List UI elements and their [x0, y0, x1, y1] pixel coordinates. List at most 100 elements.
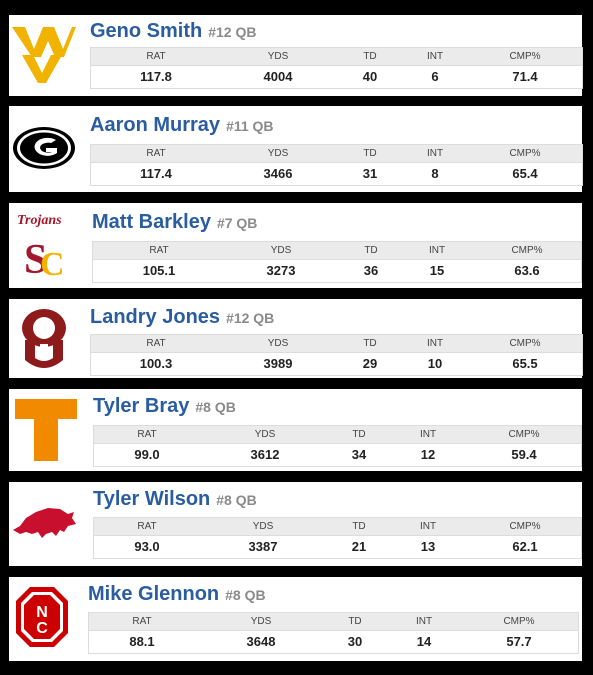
int-value: 6 — [431, 69, 439, 84]
cmp-value: 57.7 — [506, 634, 532, 649]
player-card: N C Mike Glennon #8 QB RAT YDS TD INT CMP… — [9, 577, 582, 661]
player-name: Tyler Bray — [93, 395, 190, 417]
rat-value: 99.0 — [134, 447, 160, 462]
yds-value: 3989 — [263, 356, 293, 371]
cmp-value: 65.4 — [512, 166, 538, 181]
int-value: 10 — [427, 356, 443, 371]
player-number: #7 QB — [216, 215, 258, 231]
stats-table: RAT YDS TD INT CMP% 88.1 3648 30 14 57.7 — [88, 612, 579, 654]
int-header: INT — [415, 616, 433, 627]
rat-header: RAT — [149, 245, 169, 256]
yds-value: 3612 — [250, 447, 280, 462]
rat-header: RAT — [146, 148, 166, 159]
georgia-logo — [9, 106, 89, 192]
rat-header: RAT — [146, 338, 166, 349]
cmp-header: CMP% — [503, 616, 535, 627]
cmp-header: CMP% — [509, 521, 541, 532]
rat-value: 117.8 — [140, 69, 172, 84]
stats-table: RAT YDS TD INT CMP% 93.0 3387 21 13 62.1 — [93, 517, 582, 559]
yds-value: 3648 — [246, 634, 276, 649]
rat-header: RAT — [137, 521, 157, 532]
int-header: INT — [419, 429, 437, 440]
cmp-value: 71.4 — [512, 69, 538, 84]
rat-header: RAT — [137, 429, 157, 440]
cmp-value: 65.5 — [512, 356, 538, 371]
player-number: #12 QB — [208, 24, 257, 40]
td-header: TD — [363, 338, 377, 349]
cmp-value: 63.6 — [514, 263, 540, 278]
stats-table: RAT YDS TD INT CMP% 105.1 3273 36 15 63.… — [92, 241, 582, 283]
yds-header: YDS — [270, 245, 292, 256]
yds-header: YDS — [267, 148, 289, 159]
player-name: Aaron Murray — [90, 114, 221, 136]
td-header: TD — [363, 51, 377, 62]
rat-value: 105.1 — [142, 263, 176, 278]
stats-table: RAT YDS TD INT CMP% 117.4 3466 31 8 65.4 — [90, 144, 583, 186]
int-value: 12 — [420, 447, 436, 462]
td-value: 34 — [351, 447, 367, 462]
int-header: INT — [428, 245, 446, 256]
rat-header: RAT — [132, 616, 152, 627]
cmp-value: 59.4 — [511, 447, 537, 462]
cmp-header: CMP% — [509, 148, 541, 159]
cmp-value: 62.1 — [512, 539, 538, 554]
cmp-header: CMP% — [509, 51, 541, 62]
td-header: TD — [348, 616, 362, 627]
player-card: Tyler Wilson #8 QB RAT YDS TD INT CMP% 93… — [9, 482, 582, 566]
player-name: Tyler Wilson — [93, 488, 211, 510]
player-number: #8 QB — [216, 492, 257, 508]
yds-header: YDS — [254, 429, 276, 440]
cmp-header: CMP% — [511, 245, 543, 256]
td-value: 31 — [362, 166, 378, 181]
usc-logo: Trojans S C — [9, 203, 89, 288]
tennessee-logo — [9, 389, 89, 471]
player-name: Landry Jones — [90, 306, 221, 328]
int-header: INT — [419, 521, 437, 532]
yds-value: 4004 — [263, 69, 293, 84]
yds-header: YDS — [267, 338, 289, 349]
usc-logo-text: Trojans — [17, 213, 62, 228]
svg-text:S: S — [24, 237, 47, 279]
td-value: 21 — [351, 539, 367, 554]
rat-value: 88.1 — [129, 634, 155, 649]
int-value: 15 — [429, 263, 445, 278]
int-value: 14 — [416, 634, 432, 649]
svg-text:C: C — [36, 620, 48, 637]
int-header: INT — [426, 51, 444, 62]
oklahoma-logo — [9, 299, 89, 378]
int-header: INT — [426, 338, 444, 349]
rat-value: 100.3 — [139, 356, 173, 371]
player-number: #12 QB — [226, 310, 275, 326]
rat-value: 117.4 — [140, 166, 172, 181]
td-header: TD — [352, 521, 366, 532]
yds-header: YDS — [252, 521, 274, 532]
td-value: 40 — [362, 69, 378, 84]
rat-header: RAT — [146, 51, 166, 62]
td-value: 29 — [362, 356, 378, 371]
td-value: 30 — [347, 634, 363, 649]
int-value: 13 — [420, 539, 436, 554]
td-header: TD — [364, 245, 378, 256]
svg-text:N: N — [36, 604, 48, 621]
arkansas-logo — [9, 482, 89, 566]
int-header: INT — [426, 148, 444, 159]
player-number: #8 QB — [225, 587, 266, 603]
stats-table: RAT YDS TD INT CMP% 100.3 3989 29 10 65.… — [90, 334, 583, 376]
cmp-header: CMP% — [509, 338, 541, 349]
yds-value: 3466 — [263, 166, 293, 181]
td-value: 36 — [363, 263, 379, 278]
stats-table: RAT YDS TD INT CMP% 99.0 3612 34 12 59.4 — [93, 425, 582, 467]
player-card: Geno Smith #12 QB RAT YDS TD INT CMP% 117… — [9, 15, 583, 96]
yds-value: 3273 — [266, 263, 296, 278]
svg-text:C: C — [40, 246, 64, 279]
player-card: Landry Jones #12 QB RAT YDS TD INT CMP% 1… — [9, 299, 583, 378]
player-card: Tyler Bray #8 QB RAT YDS TD INT CMP% 99.0… — [9, 389, 582, 471]
nc-state-logo: N C — [9, 577, 89, 661]
int-value: 8 — [431, 166, 439, 181]
player-card: Aaron Murray #11 QB RAT YDS TD INT CMP% 1… — [9, 106, 583, 192]
cmp-header: CMP% — [508, 429, 540, 440]
td-header: TD — [352, 429, 366, 440]
player-name: Geno Smith — [90, 20, 203, 42]
yds-header: YDS — [250, 616, 272, 627]
wvu-logo — [9, 15, 89, 96]
